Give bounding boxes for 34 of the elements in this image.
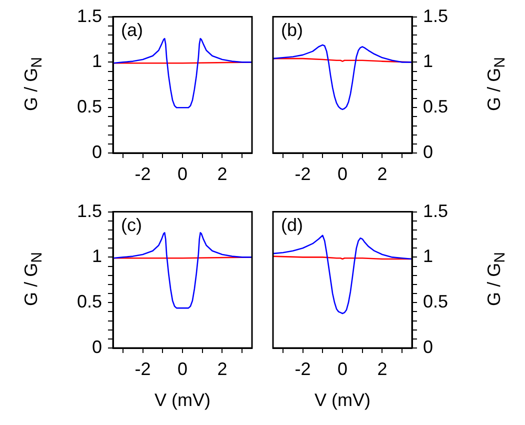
y2-tick-label: 1.5 bbox=[423, 200, 448, 221]
x-tick-label: 2 bbox=[377, 164, 388, 184]
annotation: (b) bbox=[281, 20, 303, 40]
x-tick-label: 2 bbox=[217, 164, 228, 184]
x-axis-title: V (mV) bbox=[154, 390, 210, 410]
x-tick-label: 2 bbox=[217, 358, 228, 379]
x-tick-label: 0 bbox=[177, 164, 188, 184]
y-tick-label: 1 bbox=[92, 246, 102, 266]
y-tick-label: 1.5 bbox=[76, 6, 102, 26]
y2-tick-label: 0 bbox=[423, 142, 434, 162]
annotation: (a) bbox=[121, 20, 143, 40]
x-tick-label: -2 bbox=[294, 358, 311, 379]
x-tick-label: -2 bbox=[134, 358, 151, 379]
y2-tick-label: 0.5 bbox=[423, 292, 448, 312]
y-tick-label: 1.5 bbox=[76, 200, 102, 221]
x-axis-title: V (mV) bbox=[314, 390, 370, 410]
x-tick-label: -2 bbox=[134, 164, 151, 184]
y2-tick-label: 1.5 bbox=[423, 6, 448, 26]
y2-tick-label: 0 bbox=[423, 336, 434, 357]
y-tick-label: 0 bbox=[92, 336, 102, 357]
y-tick-label: 0 bbox=[92, 142, 102, 162]
y2-tick-label: 1 bbox=[423, 51, 434, 72]
annotation: (c) bbox=[121, 214, 142, 235]
y2-tick-label: 1 bbox=[423, 246, 434, 266]
y-tick-label: 0.5 bbox=[76, 292, 102, 312]
x-tick-label: 2 bbox=[377, 358, 388, 379]
y2-tick-label: 0.5 bbox=[423, 96, 448, 117]
x-tick-label: -2 bbox=[294, 164, 311, 184]
y-tick-label: 1 bbox=[92, 51, 102, 72]
x-tick-label: 0 bbox=[177, 358, 188, 379]
annotation: (d) bbox=[281, 214, 303, 235]
x-tick-label: 0 bbox=[337, 358, 348, 379]
y-tick-label: 0.5 bbox=[76, 96, 102, 117]
x-tick-label: 0 bbox=[337, 164, 348, 184]
